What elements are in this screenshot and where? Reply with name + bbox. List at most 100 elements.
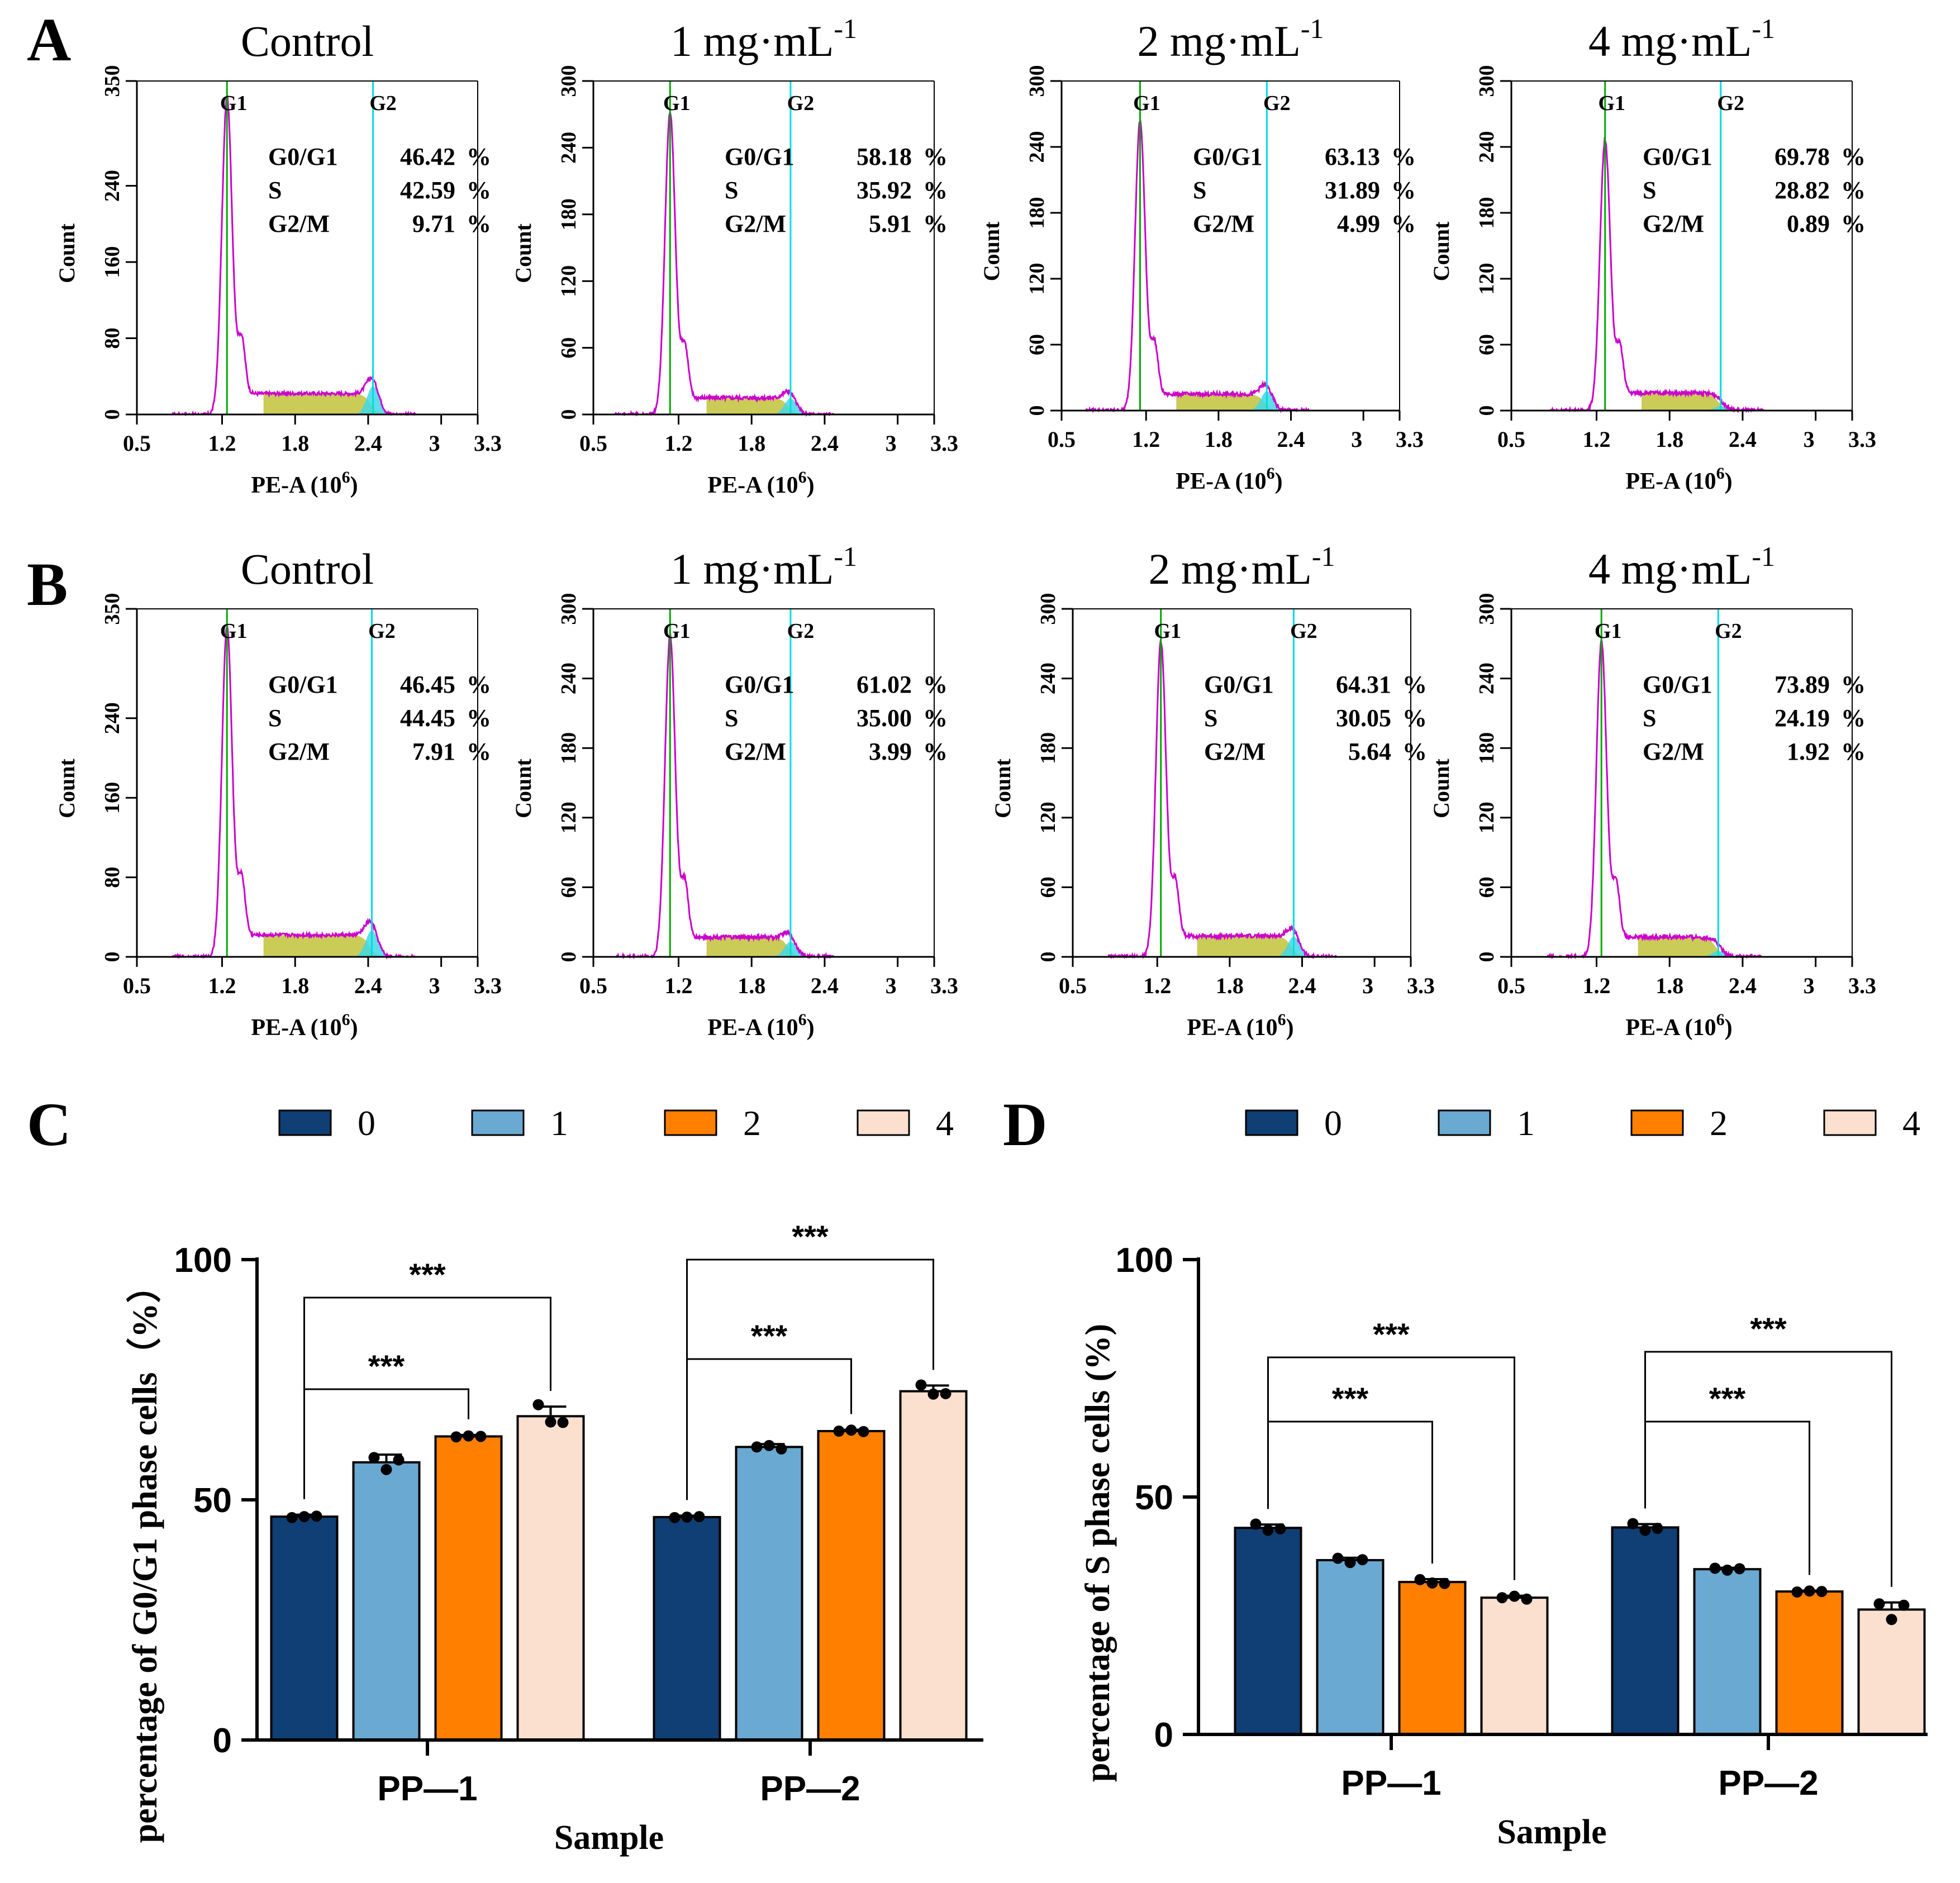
stat-phase-value: 58.18 <box>857 143 912 170</box>
x-tick-label: 2.4 <box>354 431 382 456</box>
g2-phase-area <box>1638 951 1810 957</box>
legend-swatch-dose-1 <box>471 1109 525 1136</box>
replicate-point <box>1414 1574 1426 1585</box>
replicate-point <box>532 1399 544 1410</box>
x-tick-label: 3.3 <box>930 973 958 998</box>
x-tick-label: 0.5 <box>123 431 151 456</box>
x-tick-label: 3 <box>1804 427 1815 452</box>
y-tick-label: 120 <box>1036 802 1060 833</box>
bar-PP2-dose-2 <box>817 1430 886 1741</box>
stat-phase-value: 44.45 <box>400 704 455 732</box>
x-axis-title: PE-A (106) <box>1176 464 1282 494</box>
replicate-point <box>1898 1599 1910 1611</box>
x-tick-label: 1.8 <box>738 431 765 456</box>
y-tick-label: 240 <box>557 662 581 694</box>
significance-bracket <box>686 1258 934 1500</box>
legend-swatch-dose-0 <box>278 1109 332 1136</box>
stat-phase-name: G2/M <box>268 210 330 237</box>
x-tick-label: 3.3 <box>1848 973 1876 998</box>
stat-phase-value: 61.02 <box>857 671 912 698</box>
y-tick-label: 180 <box>1475 197 1498 229</box>
flow-histogram-A-2: 2 mg·mL-1 G1 G2 0.5 1.2 1.8 2.4 3 3.3 0 60 120 180 24… <box>979 13 1424 494</box>
stat-phase-value: 7.91 <box>412 738 455 765</box>
histogram-title: 4 mg·mL-1 <box>1588 13 1775 65</box>
x-tick-label: 3.3 <box>474 431 502 456</box>
stat-phase-value: 0.89 <box>1787 210 1830 237</box>
replicate-point <box>298 1511 310 1523</box>
legend-label-dose-4: 4 <box>1902 1103 1920 1143</box>
x-axis-title-exponent: 6 <box>1716 1010 1725 1029</box>
stat-phase-value: 4.99 <box>1337 210 1380 237</box>
y-tick-label: 240 <box>101 170 124 202</box>
x-category-label: PP—2 <box>1718 1764 1818 1803</box>
legend-label-dose-4: 4 <box>936 1103 954 1143</box>
g2-marker-label: G2 <box>787 92 815 115</box>
x-tick-label: 1.2 <box>1583 427 1611 452</box>
bar-PP2-dose-4 <box>1857 1608 1926 1736</box>
stat-phase-value: 64.31 <box>1336 671 1391 698</box>
replicate-point <box>1521 1593 1533 1605</box>
legend-label-dose-2: 2 <box>1710 1103 1728 1143</box>
g1-marker-label: G1 <box>1154 619 1181 643</box>
stat-percent-sign: % <box>1841 143 1866 170</box>
y-axis-title: Count <box>990 758 1015 818</box>
flow-histogram-A-4: 4 mg·mL-1 G1 G2 0.5 1.2 1.8 2.4 3 3.3 0 60 120 180 24… <box>1429 13 1876 494</box>
significance-label: *** <box>751 1318 788 1353</box>
histogram-title: 1 mg·mL-1 <box>670 13 857 65</box>
x-axis-title-close: ) <box>1286 1015 1294 1041</box>
y-tick-label: 0 <box>1154 1716 1173 1755</box>
y-tick-label: 80 <box>101 867 124 888</box>
x-tick-label: 3.3 <box>474 973 502 998</box>
y-axis-title: Count <box>54 223 79 283</box>
stat-phase-name: S <box>1193 177 1206 204</box>
y-axis-title: percentage of G0/G1 phase cells（%） <box>125 1269 164 1843</box>
replicate-point <box>545 1416 556 1428</box>
stat-phase-value: 69.78 <box>1775 143 1830 170</box>
histogram-title-superscript: -1 <box>1301 13 1324 44</box>
y-tick-label: 60 <box>1025 334 1049 355</box>
stat-phase-value: 28.82 <box>1775 177 1830 204</box>
replicate-point <box>1332 1552 1344 1564</box>
legend-label-dose-2: 2 <box>743 1103 761 1143</box>
s-phase-area <box>1642 393 1812 411</box>
x-axis-title-close: ) <box>807 473 815 498</box>
x-tick-label: 1.2 <box>665 973 693 998</box>
stat-phase-name: S <box>725 177 738 204</box>
legend-swatch-dose-4 <box>1823 1109 1877 1136</box>
x-axis-title-exponent: 6 <box>798 1010 807 1029</box>
y-tick-label: 240 <box>557 132 581 164</box>
y-tick-label: 50 <box>193 1481 232 1520</box>
x-category-label: PP—1 <box>1341 1764 1441 1803</box>
stat-phase-value: 35.92 <box>857 177 912 204</box>
s-phase-area <box>263 393 464 414</box>
panel-label-c: C <box>27 1090 71 1159</box>
y-tick-label: 300 <box>557 65 581 97</box>
s-phase-area <box>706 398 882 414</box>
y-tick-label: 240 <box>101 702 124 734</box>
fitted-envelope-line <box>1084 120 1310 413</box>
x-tick-label: 3.3 <box>1396 427 1424 452</box>
x-axis-title-close: ) <box>350 473 358 498</box>
bar-PP2-dose-2 <box>1775 1590 1844 1736</box>
x-tick-label: 3 <box>1362 973 1373 998</box>
stat-phase-name: G2/M <box>1193 210 1254 237</box>
g2-phase-area <box>706 941 882 957</box>
stat-percent-sign: % <box>1391 143 1416 170</box>
stat-phase-value: 35.00 <box>857 704 912 732</box>
stat-phase-value: 3.99 <box>869 738 912 765</box>
y-tick-label: 0 <box>1475 952 1498 962</box>
replicate-point <box>1791 1586 1803 1598</box>
bar-PP1-dose-4 <box>1480 1596 1549 1736</box>
y-tick-label: 180 <box>557 198 581 230</box>
x-axis-title-exponent: 6 <box>342 468 350 487</box>
legend-label-dose-0: 0 <box>1324 1103 1342 1143</box>
stat-phase-name: S <box>1643 704 1656 732</box>
x-tick-label: 0.5 <box>1048 427 1076 452</box>
bar-PP2-dose-0 <box>1611 1526 1680 1736</box>
replicate-point <box>311 1510 322 1522</box>
x-tick-label: 3.3 <box>1407 973 1435 998</box>
y-tick-label: 240 <box>1475 662 1498 694</box>
histogram-title: Control <box>241 545 374 593</box>
y-tick-label: 300 <box>1475 593 1498 625</box>
